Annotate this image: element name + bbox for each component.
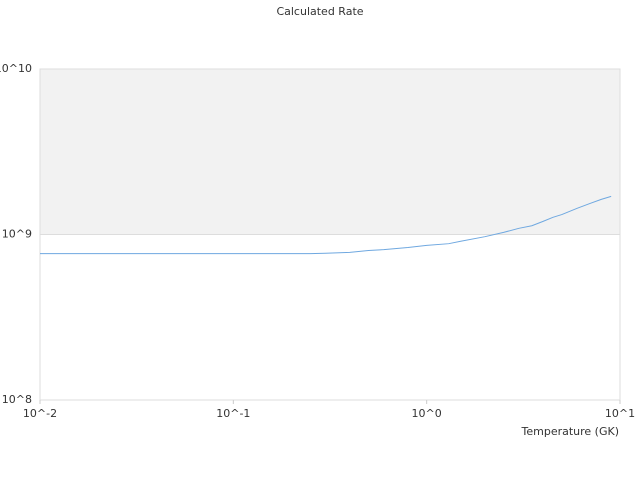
line	[40, 195, 612, 255]
grid-band	[40, 69, 620, 235]
x-axis-label: Temperature (GK)	[521, 425, 620, 438]
chart-title: Calculated Rate	[276, 5, 363, 18]
x-tick-label: 10^0	[412, 407, 442, 420]
y-tick-label: 10^8	[2, 393, 32, 406]
x-tick-label: 10^-1	[216, 407, 250, 420]
y-tick-label: 10^10	[0, 62, 32, 75]
x-tick-label: 10^1	[605, 407, 635, 420]
y-tick-label: 10^9	[2, 228, 32, 241]
x-tick-label: 10^-2	[23, 407, 57, 420]
